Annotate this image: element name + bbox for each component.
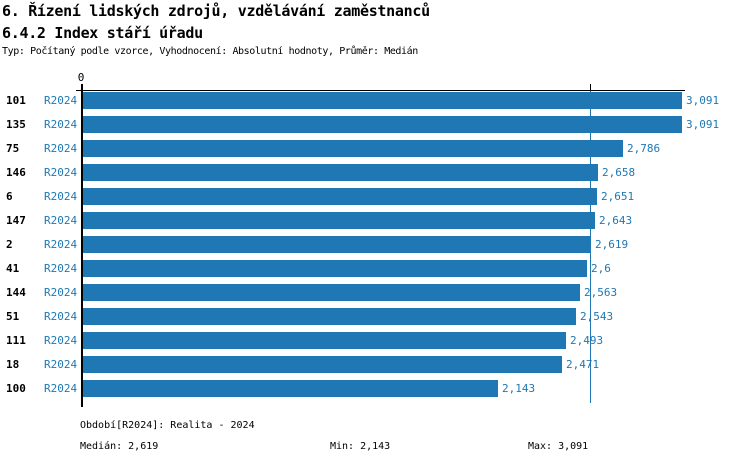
- footer-min-label: Min: 2,143: [330, 441, 391, 452]
- chart-row: 100 R2024 2,143: [0, 380, 750, 397]
- bar: [83, 260, 587, 277]
- bar: [83, 116, 682, 133]
- row-category-label: 100: [6, 382, 26, 395]
- bar-value-label: 2,543: [580, 310, 614, 323]
- footer-period-label: Období[R2024]: Realita - 2024: [80, 420, 255, 431]
- bar-value-label: 2,786: [627, 142, 661, 155]
- median-axis-tick: [590, 84, 591, 90]
- chart-title-line2: 6.4.2 Index stáří úřadu: [2, 24, 203, 42]
- y-axis-line: [81, 84, 83, 407]
- row-period-label: R2024: [44, 286, 78, 299]
- footer-max-label: Max: 3,091: [528, 441, 589, 452]
- row-category-label: 75: [6, 142, 20, 155]
- row-category-label: 111: [6, 334, 26, 347]
- bar-value-label: 2,6: [591, 262, 611, 275]
- bar: [83, 92, 682, 109]
- chart-row: 147 R2024 2,643: [0, 212, 750, 229]
- bar-value-label: 2,143: [502, 382, 536, 395]
- x-axis-zero-label: 0: [77, 71, 85, 84]
- row-period-label: R2024: [44, 334, 78, 347]
- bar: [83, 188, 597, 205]
- row-category-label: 144: [6, 286, 26, 299]
- bar-value-label: 2,563: [584, 286, 618, 299]
- row-period-label: R2024: [44, 166, 78, 179]
- footer-median-label: Medián: 2,619: [80, 441, 159, 452]
- chart-row: 6 R2024 2,651: [0, 188, 750, 205]
- bar: [83, 164, 598, 181]
- chart-row: 51 R2024 2,543: [0, 308, 750, 325]
- row-period-label: R2024: [44, 310, 78, 323]
- chart-row: 146 R2024 2,658: [0, 164, 750, 181]
- bar-value-label: 3,091: [686, 118, 720, 131]
- row-period-label: R2024: [44, 214, 78, 227]
- chart-row: 18 R2024 2,471: [0, 356, 750, 373]
- row-period-label: R2024: [44, 118, 78, 131]
- bar: [83, 236, 591, 253]
- bar: [83, 212, 595, 229]
- row-category-label: 51: [6, 310, 20, 323]
- bar-value-label: 2,619: [595, 238, 629, 251]
- bar: [83, 356, 562, 373]
- row-category-label: 41: [6, 262, 20, 275]
- bar: [83, 380, 498, 397]
- row-period-label: R2024: [44, 262, 78, 275]
- chart-row: 135 R2024 3,091: [0, 116, 750, 133]
- bar-value-label: 2,651: [601, 190, 635, 203]
- x-axis-line: [76, 90, 685, 91]
- bar: [83, 332, 566, 349]
- row-category-label: 147: [6, 214, 26, 227]
- bar: [83, 284, 580, 301]
- bar: [83, 140, 623, 157]
- row-category-label: 146: [6, 166, 26, 179]
- row-category-label: 135: [6, 118, 26, 131]
- chart-row: 41 R2024 2,6: [0, 260, 750, 277]
- row-period-label: R2024: [44, 382, 78, 395]
- bar: [83, 308, 576, 325]
- bar-value-label: 2,471: [566, 358, 600, 371]
- row-period-label: R2024: [44, 358, 78, 371]
- row-category-label: 2: [6, 238, 13, 251]
- chart-subtitle: Typ: Počítaný podle vzorce, Vyhodnocení:…: [2, 46, 418, 57]
- row-period-label: R2024: [44, 94, 78, 107]
- chart-row: 101 R2024 3,091: [0, 92, 750, 109]
- bar-value-label: 2,658: [602, 166, 636, 179]
- chart-row: 2 R2024 2,619: [0, 236, 750, 253]
- row-period-label: R2024: [44, 190, 78, 203]
- chart-title-line1: 6. Řízení lidských zdrojů, vzdělávání za…: [2, 2, 430, 20]
- row-category-label: 18: [6, 358, 20, 371]
- chart-row: 111 R2024 2,493: [0, 332, 750, 349]
- chart-row: 144 R2024 2,563: [0, 284, 750, 301]
- row-category-label: 6: [6, 190, 13, 203]
- bar-value-label: 2,493: [570, 334, 604, 347]
- row-period-label: R2024: [44, 142, 78, 155]
- bar-value-label: 3,091: [686, 94, 720, 107]
- row-period-label: R2024: [44, 238, 78, 251]
- row-category-label: 101: [6, 94, 26, 107]
- chart-row: 75 R2024 2,786: [0, 140, 750, 157]
- bar-value-label: 2,643: [599, 214, 633, 227]
